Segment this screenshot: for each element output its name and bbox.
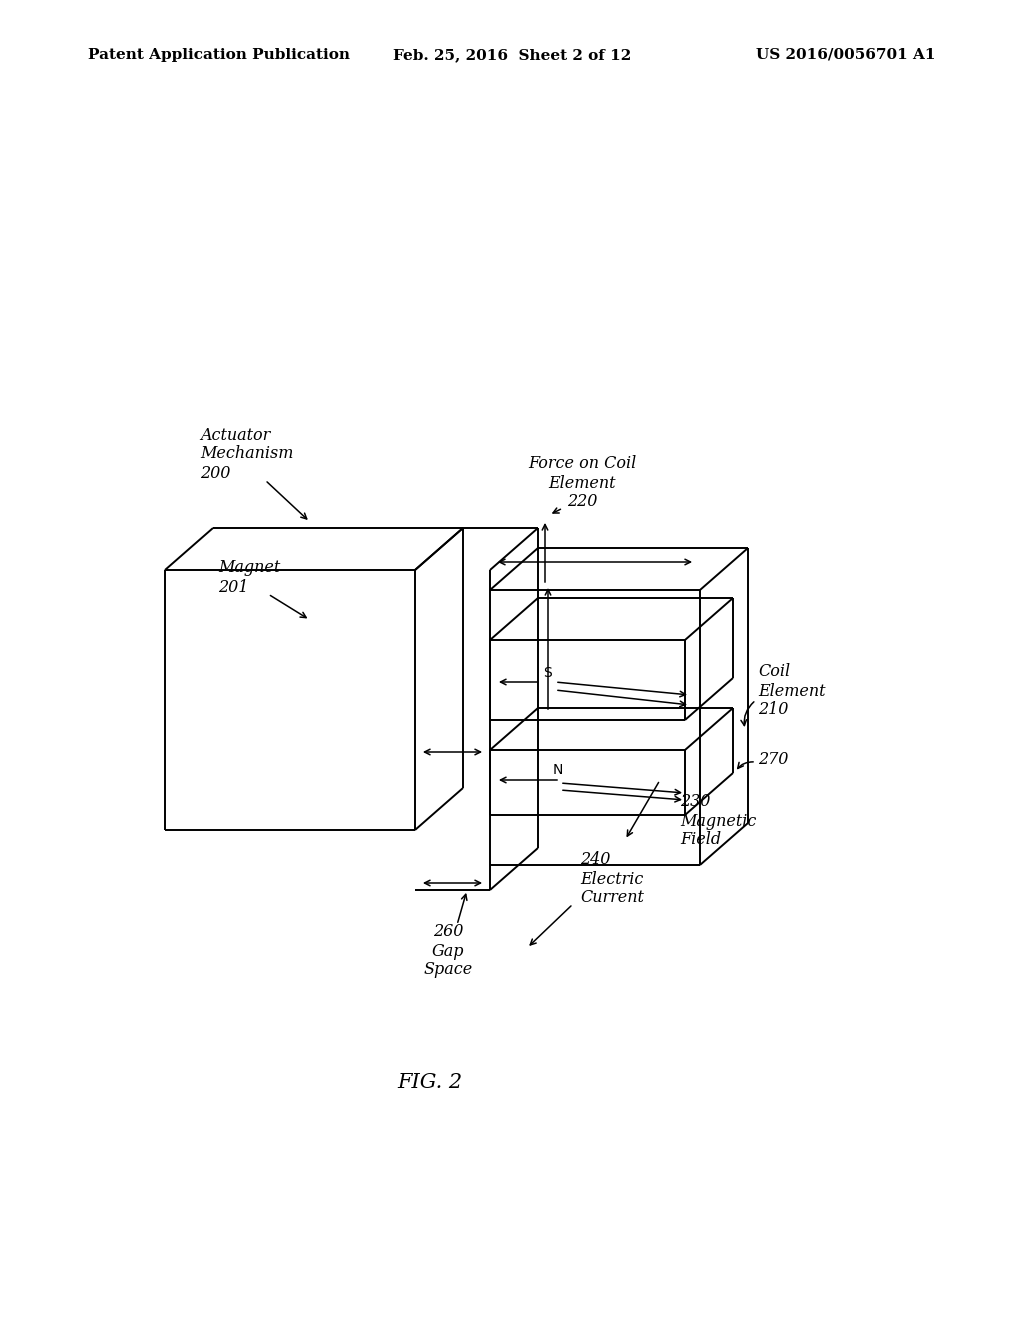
Text: FIG. 2: FIG. 2 [397, 1072, 463, 1092]
Text: S: S [544, 667, 552, 680]
Text: Gap: Gap [432, 942, 464, 960]
Text: Space: Space [423, 961, 473, 978]
Text: Field: Field [680, 832, 721, 849]
Text: Electric: Electric [580, 870, 643, 887]
Text: Element: Element [758, 682, 825, 700]
Text: 240: 240 [580, 851, 610, 869]
Text: Force on Coil: Force on Coil [528, 455, 636, 473]
Text: Feb. 25, 2016  Sheet 2 of 12: Feb. 25, 2016 Sheet 2 of 12 [393, 48, 631, 62]
Text: Patent Application Publication: Patent Application Publication [88, 48, 350, 62]
Text: 201: 201 [218, 578, 249, 595]
Text: N: N [553, 763, 563, 777]
Text: Current: Current [580, 890, 644, 907]
Text: 230: 230 [680, 793, 711, 810]
Text: 220: 220 [567, 494, 597, 511]
Text: Magnet: Magnet [218, 558, 281, 576]
Text: Element: Element [548, 474, 615, 491]
Text: US 2016/0056701 A1: US 2016/0056701 A1 [757, 48, 936, 62]
Text: Actuator: Actuator [200, 426, 270, 444]
Text: 270: 270 [758, 751, 788, 768]
Text: 200: 200 [200, 465, 230, 482]
Text: Coil: Coil [758, 664, 791, 681]
Text: 210: 210 [758, 701, 788, 718]
Text: Mechanism: Mechanism [200, 446, 293, 462]
Text: 260: 260 [433, 924, 463, 940]
Text: Magnetic: Magnetic [680, 813, 757, 829]
